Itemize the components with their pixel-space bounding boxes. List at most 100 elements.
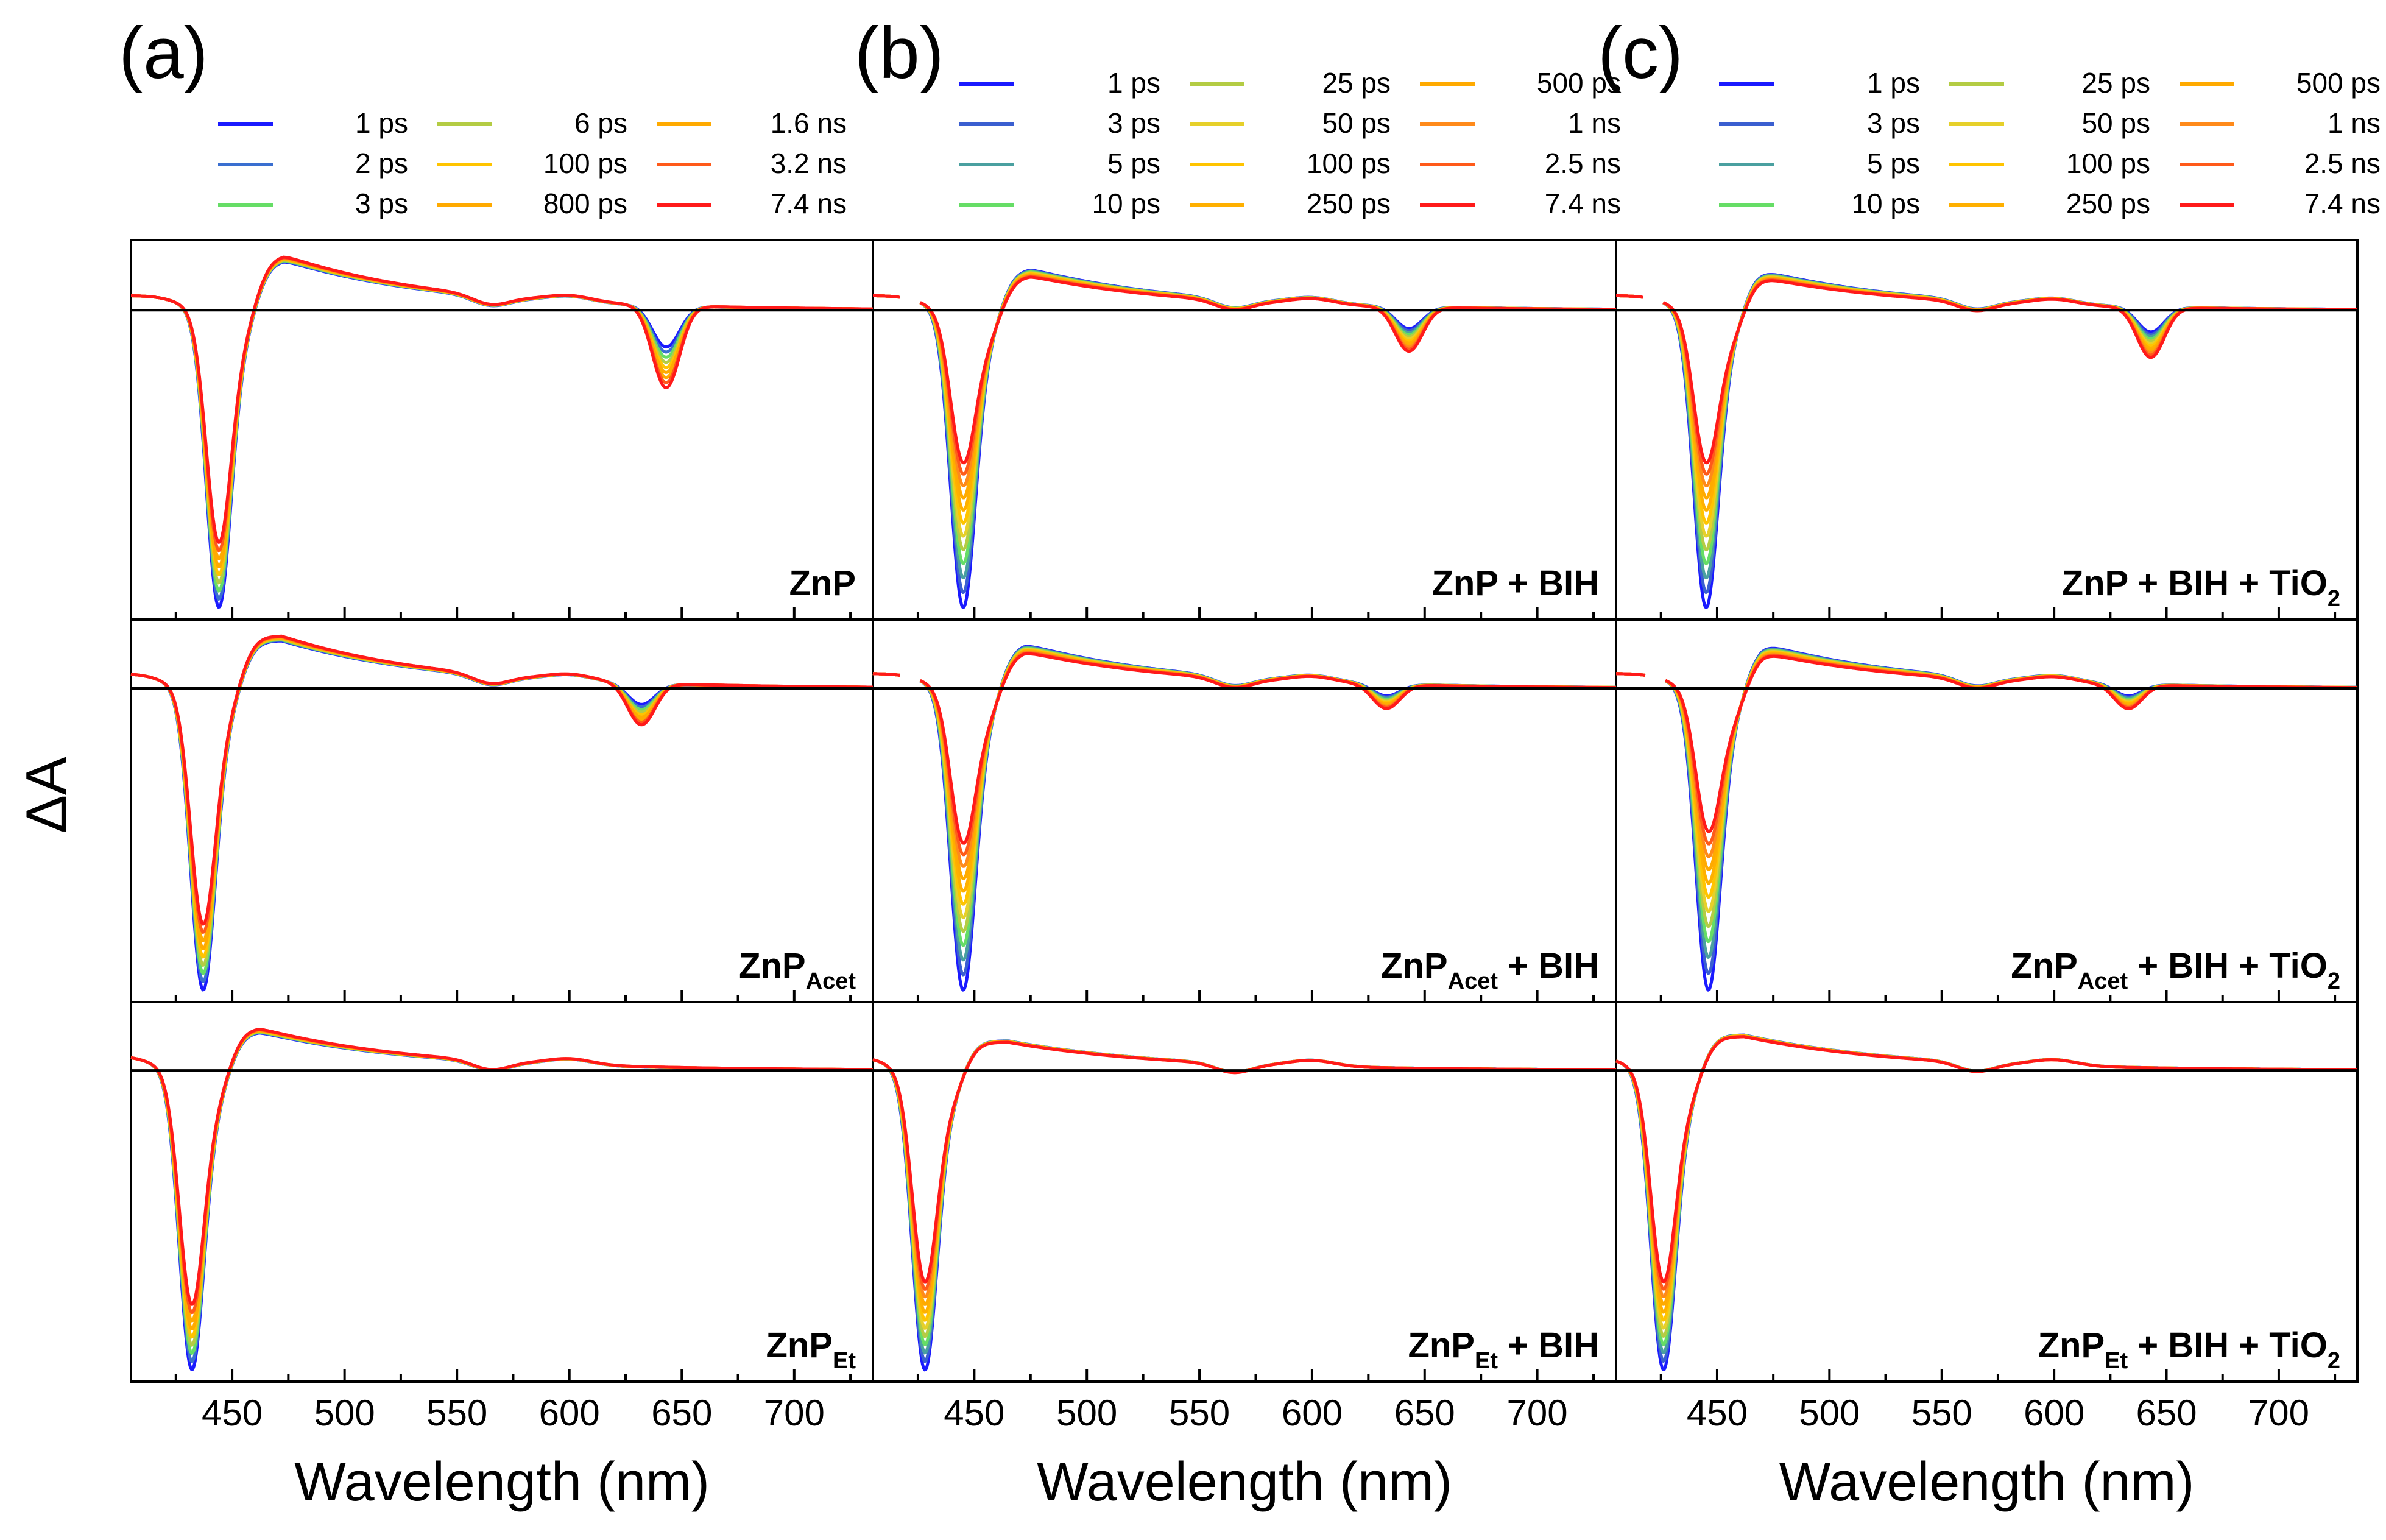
legend-label-2-6: 100 ps bbox=[2066, 147, 2150, 179]
legend-label-0-3: 6 ps bbox=[574, 107, 627, 139]
x-tick-label-2-700: 700 bbox=[2248, 1393, 2309, 1433]
sample-name: ZnP bbox=[2062, 563, 2128, 603]
legend-label-2-9: 1 ns bbox=[2328, 107, 2381, 139]
x-axis-title-0: Wavelength (nm) bbox=[294, 1452, 710, 1513]
legend-label-2-10: 2.5 ns bbox=[2304, 147, 2381, 179]
sample-suffix-subscript: 2 bbox=[2328, 1348, 2340, 1374]
x-tick-label-1-650: 650 bbox=[1394, 1393, 1455, 1433]
sample-name: ZnP bbox=[1381, 946, 1448, 986]
series-line-0-2-1 bbox=[130, 1031, 874, 1363]
x-tick-label-2-550: 550 bbox=[1911, 1393, 1972, 1433]
series-line-1-0-3 bbox=[872, 270, 1617, 565]
legend-label-1-3: 10 ps bbox=[1092, 188, 1160, 219]
series-line-1-2-6 bbox=[872, 1040, 1617, 1322]
x-tick-label-1-700: 700 bbox=[1507, 1393, 1568, 1433]
x-tick-label-1-550: 550 bbox=[1169, 1393, 1230, 1433]
axis-ticks bbox=[174, 607, 2337, 1382]
legend-label-0-4: 100 ps bbox=[543, 147, 627, 179]
sample-suffix: + BIH bbox=[1498, 563, 1599, 603]
series-line-2-0-2 bbox=[1615, 274, 2358, 579]
series-line-0-0-1 bbox=[130, 260, 874, 601]
sample-label-1-0: ZnP + BIH bbox=[1432, 563, 1600, 603]
sample-label-0-1: ZnPAcet bbox=[739, 946, 856, 994]
x-tick-label-2-450: 450 bbox=[1687, 1393, 1748, 1433]
legend-label-2-1: 3 ps bbox=[1867, 107, 1920, 139]
series-line-0-1-0 bbox=[130, 639, 874, 992]
subplot-frames bbox=[130, 239, 2359, 1383]
series-line-1-1-2 bbox=[872, 646, 1617, 962]
x-tick-label-0-550: 550 bbox=[426, 1393, 487, 1433]
series-line-2-2-0 bbox=[1615, 1033, 2358, 1371]
sample-label-1-1: ZnPAcet + BIH bbox=[1381, 946, 1599, 994]
sample-name: ZnP bbox=[1432, 563, 1498, 603]
legend-label-1-7: 250 ps bbox=[1307, 188, 1391, 219]
x-tick-label-0-600: 600 bbox=[539, 1393, 600, 1433]
sample-label-1-2: ZnPEt + BIH bbox=[1408, 1326, 1599, 1374]
series-line-0-1-8 bbox=[130, 634, 874, 926]
series-line-1-2-8 bbox=[872, 1040, 1617, 1306]
series-line-1-1-11 bbox=[872, 652, 1617, 845]
series-line-0-0-7 bbox=[130, 256, 874, 553]
legend-label-2-8: 500 ps bbox=[2296, 67, 2381, 99]
x-tick-label-0-450: 450 bbox=[202, 1393, 263, 1433]
series-line-1-0-0 bbox=[872, 269, 1617, 609]
sample-label-2-1: ZnPAcet + BIH + TiO2 bbox=[2011, 946, 2340, 994]
series-line-1-0-1 bbox=[872, 269, 1617, 594]
panel-label-0: (a) bbox=[119, 12, 208, 94]
panel-label-1: (b) bbox=[855, 12, 944, 94]
x-tick-label-0-500: 500 bbox=[314, 1393, 375, 1433]
sample-name: ZnP bbox=[2038, 1326, 2105, 1365]
sample-label-0-0: ZnP bbox=[789, 563, 856, 603]
legends: 1 ps 2 ps 3 ps 6 ps 100 ps 800 ps 1.6 ns 3.2 ns… bbox=[218, 67, 2381, 219]
series-line-2-0-1 bbox=[1615, 273, 2358, 594]
series-line-0-2-6 bbox=[130, 1028, 874, 1323]
sample-subscript: Acet bbox=[1448, 969, 1498, 994]
series-line-2-2-5 bbox=[1615, 1034, 2358, 1330]
series-line-2-2-4 bbox=[1615, 1034, 2358, 1338]
x-tick-label-1-600: 600 bbox=[1282, 1393, 1343, 1433]
sample-suffix-subscript: 2 bbox=[2328, 586, 2340, 612]
series-line-1-2-9 bbox=[872, 1040, 1617, 1299]
legend-label-0-6: 1.6 ns bbox=[771, 107, 847, 139]
series-line-1-2-0 bbox=[872, 1039, 1617, 1372]
legend-label-1-1: 3 ps bbox=[1107, 107, 1160, 139]
sample-subscript: Et bbox=[1475, 1348, 1498, 1374]
sample-name: ZnP bbox=[766, 1326, 833, 1365]
x-tick-label-1-450: 450 bbox=[944, 1393, 1004, 1433]
series-line-2-1-0 bbox=[1615, 646, 2358, 992]
series-line-0-2-7 bbox=[130, 1028, 874, 1315]
legend-label-2-5: 50 ps bbox=[2081, 107, 2150, 139]
sample-subscript: Et bbox=[833, 1348, 856, 1374]
zero-baselines bbox=[131, 309, 2357, 1072]
series-line-2-2-3 bbox=[1615, 1034, 2358, 1346]
legend-label-0-7: 3.2 ns bbox=[771, 147, 847, 179]
spectra-curves bbox=[130, 255, 2358, 1372]
sample-name: ZnP bbox=[789, 563, 856, 603]
series-line-0-2-2 bbox=[130, 1030, 874, 1355]
series-line-2-2-9 bbox=[1615, 1034, 2358, 1298]
series-line-2-0-11 bbox=[1615, 279, 2358, 465]
sample-suffix: + BIH + TiO bbox=[2128, 946, 2328, 986]
series-line-1-0-2 bbox=[872, 269, 1617, 579]
x-tick-label-2-500: 500 bbox=[1799, 1393, 1860, 1433]
series-line-0-1-1 bbox=[130, 638, 874, 983]
legend-label-1-8: 500 ps bbox=[1537, 67, 1621, 99]
series-line-1-2-4 bbox=[872, 1039, 1617, 1338]
sample-suffix: + BIH bbox=[1498, 1326, 1599, 1365]
series-line-0-0-8 bbox=[130, 255, 874, 544]
panel-label-2: (c) bbox=[1598, 12, 1683, 94]
series-line-1-2-1 bbox=[872, 1039, 1617, 1363]
frame-0-2 bbox=[130, 1001, 874, 1383]
series-line-0-2-4 bbox=[130, 1030, 874, 1339]
frame-1-1 bbox=[872, 618, 1617, 1003]
series-line-0-2-8 bbox=[130, 1028, 874, 1306]
sample-subscript: Acet bbox=[2078, 969, 2128, 994]
series-line-2-0-0 bbox=[1615, 273, 2358, 609]
series-line-2-2-2 bbox=[1615, 1034, 2358, 1355]
series-line-2-2-11 bbox=[1615, 1035, 2358, 1284]
series-line-1-1-3 bbox=[872, 646, 1617, 947]
series-line-0-2-0 bbox=[130, 1031, 874, 1371]
series-line-1-2-10 bbox=[872, 1040, 1617, 1291]
legend-label-0-1: 2 ps bbox=[355, 147, 408, 179]
